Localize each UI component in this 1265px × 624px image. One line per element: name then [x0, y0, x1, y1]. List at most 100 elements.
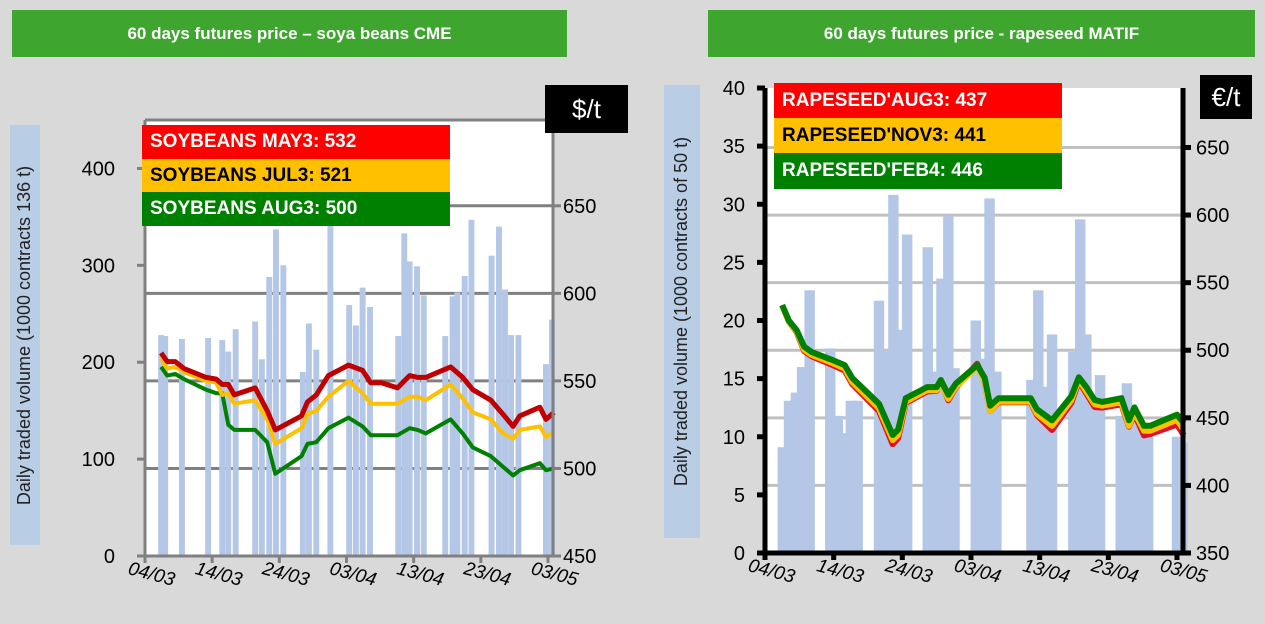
- rapeseed-volume-bar: [922, 247, 933, 553]
- rapeseed-volume-bar: [970, 320, 982, 553]
- rapeseed-volume-bar: [949, 368, 960, 553]
- soybeans-volume-bar: [313, 349, 320, 556]
- soybeans-volume-bar: [205, 338, 212, 556]
- soybeans-series-0-line: [159, 351, 556, 433]
- rapeseed-volume-bar: [991, 371, 1002, 553]
- rapeseed-y-tick-label: 5: [734, 485, 745, 507]
- soybeans-volume-bar: [414, 266, 420, 556]
- soybeans-volume-bar: [395, 336, 402, 556]
- rapeseed-volume-bar: [1081, 334, 1092, 553]
- rapeseed-y-tick-label: 10: [723, 427, 745, 449]
- soybeans-volume-bar: [280, 265, 287, 556]
- soybeans-volume-bar: [305, 323, 312, 556]
- soybeans-y-tick-label: 300: [82, 255, 115, 277]
- legend-soybeans-aug3: SOYBEANS AUG3: 500: [142, 192, 450, 226]
- rapeseed-y2-tick-label: 650: [1196, 137, 1229, 159]
- legend-soybeans-jul3: SOYBEANS JUL3: 521: [142, 159, 450, 192]
- soybeans-y-tick-label: 200: [82, 352, 115, 374]
- soybeans-y2-tick-label: 600: [563, 283, 596, 305]
- soybeans-volume-bar: [401, 233, 408, 557]
- soybeans-volume-bar: [496, 226, 502, 557]
- rapeseed-volume-bar: [852, 400, 863, 553]
- rapeseed-volume-bar: [1094, 375, 1106, 553]
- soybeans-x-tick-label: 03/04: [327, 558, 378, 591]
- soybeans-y-axis-label: Daily traded volume (1000 contracts 136 …: [10, 125, 40, 545]
- soybeans-volume-bar: [346, 305, 353, 556]
- rapeseed-y2-tick-label: 600: [1196, 205, 1229, 227]
- soybeans-volume-bar: [461, 275, 468, 556]
- rapeseed-y2-tick-label: 400: [1196, 475, 1229, 497]
- soybeans-y2-tick-label: 650: [563, 196, 596, 218]
- rapeseed-y-tick-label: 15: [723, 369, 745, 391]
- rapeseed-volume-bar: [832, 415, 844, 553]
- rapeseed-y-tick-label: 25: [723, 252, 745, 274]
- rapeseed-volume-bar: [888, 194, 899, 553]
- rapeseed-volume-bar: [1135, 425, 1146, 553]
- soybeans-volume-bar: [327, 219, 334, 556]
- rapeseed-volume-bar: [783, 400, 795, 553]
- soybeans-y2-tick-label: 450: [563, 546, 596, 568]
- soybeans-y-tick-label: 400: [82, 158, 115, 180]
- soybeans-y-tick-label: 100: [82, 449, 115, 471]
- rapeseed-volume-bar: [895, 329, 906, 553]
- rapeseed-volume-bar: [1068, 351, 1079, 553]
- soybeans-volume-bar: [225, 351, 232, 556]
- soybeans-x-tick-label: 13/04: [394, 558, 445, 591]
- rapeseed-volume-bar: [1142, 425, 1154, 553]
- rapeseed-y-axis-label: Daily traded volume (1000 contracts of 5…: [664, 85, 700, 538]
- legend-rapeseed-nov3: RAPESEED'NOV3: 441: [774, 118, 1062, 153]
- rapeseed-y2-tick-label: 550: [1196, 273, 1229, 295]
- rapeseed-volume-bar: [1121, 383, 1133, 553]
- soybeans-x-tick-label: 24/03: [259, 558, 312, 591]
- rapeseed-y-tick-label: 0: [734, 543, 745, 565]
- soybeans-volume-bar: [352, 325, 359, 556]
- rapeseed-x-tick-label: 03/04: [952, 555, 1003, 588]
- rapeseed-volume-bar: [943, 215, 954, 553]
- rapeseed-y2-tick-label: 350: [1196, 543, 1229, 565]
- soybeans-volume-bar: [219, 339, 226, 556]
- rapeseed-x-tick-label: 13/04: [1020, 555, 1071, 588]
- rapeseed-y-tick-label: 40: [723, 78, 745, 100]
- rapeseed-volume-bar: [839, 433, 850, 553]
- rapeseed-volume-bar: [804, 290, 815, 553]
- rapeseed-x-tick-label: 04/03: [746, 555, 798, 588]
- rapeseed-y-tick-label: 30: [723, 194, 745, 216]
- soybeans-chart-title: 60 days futures price – soya beans CME: [12, 10, 567, 57]
- soybeans-y2-tick-label: 550: [563, 371, 596, 393]
- rapeseed-volume-bar: [777, 447, 789, 553]
- rapeseed-volume-bar: [873, 300, 885, 553]
- soybeans-x-tick-label: 04/03: [126, 558, 178, 591]
- rapeseed-x-tick-label: 14/03: [814, 555, 866, 588]
- soybeans-series-1-line: [159, 357, 556, 446]
- soybeans-volume-bar: [420, 295, 427, 556]
- rapeseed-volume-bar: [845, 400, 857, 553]
- rapeseed-x-tick-label: 23/04: [1088, 555, 1140, 588]
- soybeans-volume-bar: [515, 335, 522, 556]
- rapeseed-volume-bar: [1088, 407, 1099, 553]
- rapeseed-series-2-line: [779, 303, 1187, 438]
- soybeans-volume-bar: [359, 287, 366, 556]
- rapeseed-x-tick-label: 24/03: [882, 555, 935, 588]
- rapeseed-y-tick-label: 35: [723, 136, 745, 158]
- rapeseed-volume-bar: [977, 358, 988, 553]
- rapeseed-volume-bar: [790, 392, 802, 553]
- soybeans-volume-bar: [449, 296, 456, 556]
- rapeseed-y-tick-label: 20: [723, 311, 745, 333]
- soybeans-y2-tick-label: 500: [563, 458, 596, 480]
- soybeans-x-tick-label: 14/03: [193, 558, 245, 591]
- soybeans-volume-bar: [232, 329, 239, 556]
- soybeans-volume-bar: [502, 289, 508, 556]
- soybeans-volume-bar: [508, 335, 515, 556]
- soybeans-volume-bar: [158, 335, 165, 556]
- soybeans-volume-bar: [252, 321, 259, 556]
- rapeseed-y2-tick-label: 450: [1196, 408, 1229, 430]
- rapeseed-y2-tick-label: 500: [1196, 340, 1229, 362]
- soybeans-volume-bar: [273, 229, 279, 557]
- soybeans-volume-bar: [299, 371, 306, 556]
- rapeseed-unit-label: €/t: [1200, 75, 1252, 119]
- soybeans-volume-bar: [162, 336, 169, 556]
- rapeseed-volume-bar: [901, 234, 913, 553]
- rapeseed-volume-bar: [936, 278, 947, 553]
- soybeans-volume-bar: [178, 338, 185, 556]
